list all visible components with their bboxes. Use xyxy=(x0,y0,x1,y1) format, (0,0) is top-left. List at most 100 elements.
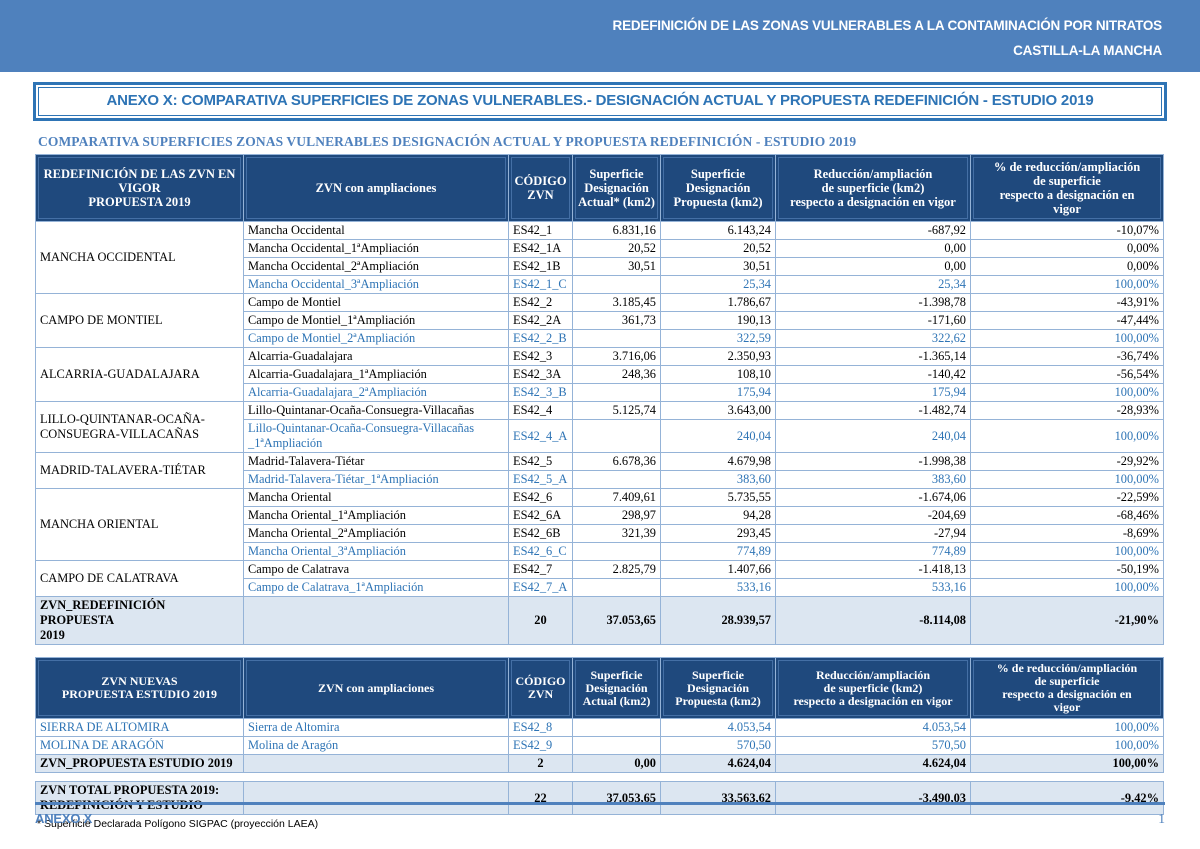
group-cell: CAMPO DE CALATRAVA xyxy=(35,560,244,597)
surface-proposed-cell: 30,51 xyxy=(660,257,776,276)
table1-totals-row: ZVN_REDEFINICIÓN PROPUESTA 2019 20 37.05… xyxy=(35,596,1164,645)
table-row-new-ampliacion: Lillo-Quintanar-Ocaña-Consuegra-Villacañ… xyxy=(36,419,1164,453)
zone-name-cell: Lillo-Quintanar-Ocaña-Consuegra-Villacañ… xyxy=(243,401,509,420)
surface-actual-cell: 20,52 xyxy=(572,239,661,258)
table1-header: REDEFINICIÓN DE LAS ZVN EN VIGOR PROPUES… xyxy=(35,154,1164,222)
percent-cell: 0,00% xyxy=(970,239,1164,258)
zone-name-cell: Campo de Montiel_2ªAmpliación xyxy=(243,329,509,348)
zone-code-cell: ES42_8 xyxy=(508,718,573,737)
reduction-cell: 0,00 xyxy=(775,239,971,258)
table-row: MANCHA OCCIDENTAL Mancha Occidental ES42… xyxy=(35,221,1164,294)
zvn-grand-total-table: ZVN TOTAL PROPUESTA 2019: REDEFINICIÓN Y… xyxy=(35,781,1164,815)
zone-name-cell: Mancha Oriental_1ªAmpliación xyxy=(243,506,509,525)
total-code-cell: 2 xyxy=(508,754,573,773)
zone-code-cell: ES42_2_B xyxy=(508,329,573,348)
zone-name-cell: Alcarria-Guadalajara_1ªAmpliación xyxy=(243,365,509,384)
surface-proposed-cell: 25,34 xyxy=(660,275,776,294)
reduction-cell: 322,62 xyxy=(775,329,971,348)
surface-proposed-cell: 533,16 xyxy=(660,578,776,597)
zone-name-cell: Lillo-Quintanar-Ocaña-Consuegra-Villacañ… xyxy=(243,419,509,453)
reduction-cell: 774,89 xyxy=(775,542,971,561)
annex-title-box: ANEXO X: COMPARATIVA SUPERFICIES DE ZONA… xyxy=(33,82,1167,121)
zone-code-cell: ES42_1_C xyxy=(508,275,573,294)
surface-actual-cell xyxy=(572,383,661,402)
percent-cell: -56,54% xyxy=(970,365,1164,384)
total-reduction-cell: -3.490,03 xyxy=(775,781,971,815)
zone-code-cell: ES42_5_A xyxy=(508,470,573,489)
zone-code-cell: ES42_4_A xyxy=(508,419,573,453)
header-band: REDEFINICIÓN DE LAS ZONAS VULNERABLES A … xyxy=(0,0,1200,72)
total-label-cell: ZVN TOTAL PROPUESTA 2019: REDEFINICIÓN Y… xyxy=(35,781,244,815)
zone-name-cell: Madrid-Talavera-Tiétar_1ªAmpliación xyxy=(243,470,509,489)
surface-actual-cell xyxy=(572,329,661,348)
grand-total-row: ZVN TOTAL PROPUESTA 2019: REDEFINICIÓN Y… xyxy=(35,781,1164,815)
group-cell: ALCARRIA-GUADALAJARA xyxy=(35,347,244,402)
table-row-new-zone: SIERRA DE ALTOMIRA Sierra de Altomira ES… xyxy=(35,718,1164,737)
col-header-pct-reduccion: % de reducción/ampliación de superficie … xyxy=(970,154,1164,222)
zone-code-cell: ES42_5 xyxy=(508,452,573,471)
total-percent-cell: -9,42% xyxy=(970,781,1164,815)
empty-cell xyxy=(243,781,509,815)
surface-actual-cell xyxy=(572,419,661,453)
total-surface-actual-cell: 37.053,65 xyxy=(572,596,661,645)
surface-actual-cell xyxy=(572,718,661,737)
zone-name-cell: Mancha Occidental_2ªAmpliación xyxy=(243,257,509,276)
surface-proposed-cell: 2.350,93 xyxy=(660,347,776,366)
surface-actual-cell: 321,39 xyxy=(572,524,661,543)
total-surface-proposed-cell: 33.563,62 xyxy=(660,781,776,815)
empty-cell xyxy=(243,596,509,645)
percent-cell: 100,00% xyxy=(970,275,1164,294)
col-header-zvn-ampliaciones: ZVN con ampliaciones xyxy=(243,657,509,719)
annex-title: ANEXO X: COMPARATIVA SUPERFICIES DE ZONA… xyxy=(38,87,1162,116)
zone-name-cell: Campo de Montiel xyxy=(243,293,509,312)
zone-name-cell: Mancha Oriental_2ªAmpliación xyxy=(243,524,509,543)
reduction-cell: -1.365,14 xyxy=(775,347,971,366)
reduction-cell: -687,92 xyxy=(775,221,971,240)
percent-cell: 100,00% xyxy=(970,470,1164,489)
col-header-zvn-nuevas: ZVN NUEVAS PROPUESTA ESTUDIO 2019 xyxy=(35,657,244,719)
reduction-cell: 0,00 xyxy=(775,257,971,276)
reduction-cell: 570,50 xyxy=(775,736,971,755)
surface-proposed-cell: 94,28 xyxy=(660,506,776,525)
surface-actual-cell: 5.125,74 xyxy=(572,401,661,420)
zone-code-cell: ES42_6A xyxy=(508,506,573,525)
sigpac-footnote: * Superficie Declarada Polígono SIGPAC (… xyxy=(37,818,319,830)
surface-actual-cell xyxy=(572,578,661,597)
total-surface-actual-cell: 37.053,65 xyxy=(572,781,661,815)
table-row-new-ampliacion: Alcarria-Guadalajara_2ªAmpliación ES42_3… xyxy=(36,383,1164,402)
col-header-codigo: CÓDIGO ZVN xyxy=(508,657,573,719)
reduction-cell: -1.482,74 xyxy=(775,401,971,420)
zone-code-cell: ES42_1B xyxy=(508,257,573,276)
total-percent-cell: 100,00% xyxy=(970,754,1164,773)
percent-cell: -10,07% xyxy=(970,221,1164,240)
table-row-new-zone: MOLINA DE ARAGÓN Molina de Aragón ES42_9… xyxy=(35,736,1164,755)
zone-name-cell: Mancha Occidental_1ªAmpliación xyxy=(243,239,509,258)
header-band-line2: CASTILLA-LA MANCHA xyxy=(1013,43,1162,58)
reduction-cell: -140,42 xyxy=(775,365,971,384)
total-label-cell: ZVN_PROPUESTA ESTUDIO 2019 xyxy=(35,754,244,773)
percent-cell: -68,46% xyxy=(970,506,1164,525)
surface-proposed-cell: 175,94 xyxy=(660,383,776,402)
zone-name-cell: Alcarria-Guadalajara_2ªAmpliación xyxy=(243,383,509,402)
surface-actual-cell: 7.409,61 xyxy=(572,488,661,507)
surface-proposed-cell: 6.143,24 xyxy=(660,221,776,240)
header-band-line1: REDEFINICIÓN DE LAS ZONAS VULNERABLES A … xyxy=(612,18,1163,33)
table-row: ALCARRIA-GUADALAJARA Alcarria-Guadalajar… xyxy=(35,347,1164,402)
col-header-sup-propuesta: Superficie Designación Propuesta (km2) xyxy=(660,657,776,719)
zone-name-cell: Madrid-Talavera-Tiétar xyxy=(243,452,509,471)
reduction-cell: -27,94 xyxy=(775,524,971,543)
zone-name-cell: Molina de Aragón xyxy=(243,736,509,755)
surface-proposed-cell: 774,89 xyxy=(660,542,776,561)
total-percent-cell: -21,90% xyxy=(970,596,1164,645)
reduction-cell: -171,60 xyxy=(775,311,971,330)
col-header-sup-actual: Superficie Designación Actual (km2) xyxy=(572,657,661,719)
percent-cell: -28,93% xyxy=(970,401,1164,420)
reduction-cell: -1.998,38 xyxy=(775,452,971,471)
table-subtitle: COMPARATIVA SUPERFICIES ZONAS VULNERABLE… xyxy=(38,134,857,149)
total-label-cell: ZVN_REDEFINICIÓN PROPUESTA 2019 xyxy=(35,596,244,645)
percent-cell: -22,59% xyxy=(970,488,1164,507)
zone-code-cell: ES42_7 xyxy=(508,560,573,579)
zone-name-cell: Mancha Oriental xyxy=(243,488,509,507)
surface-proposed-cell: 4.053,54 xyxy=(660,718,776,737)
surface-proposed-cell: 570,50 xyxy=(660,736,776,755)
